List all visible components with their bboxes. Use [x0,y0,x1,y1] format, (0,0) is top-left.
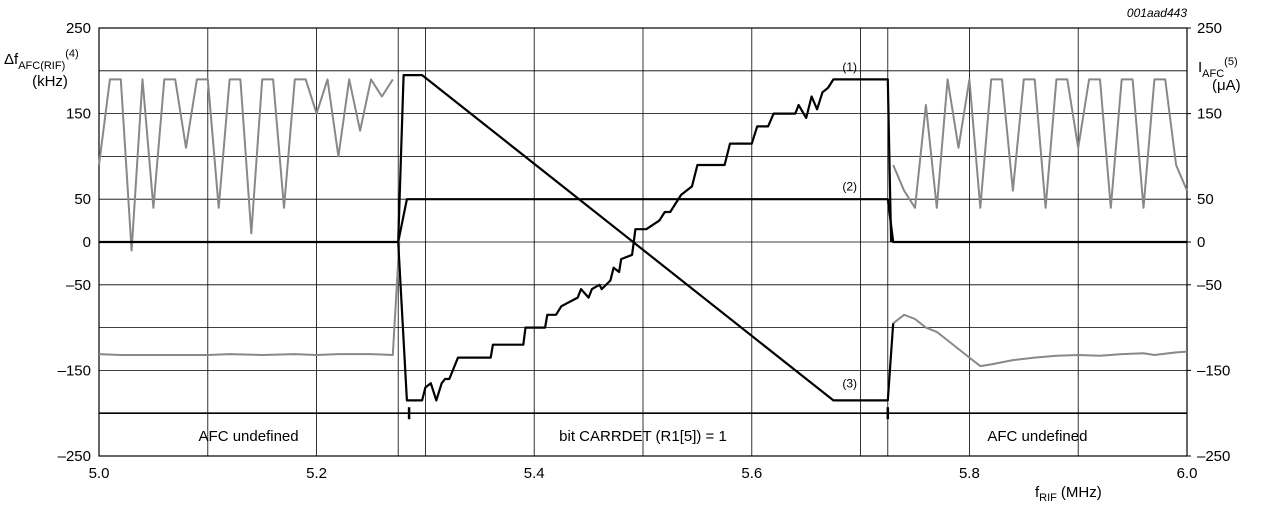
y2-tick-label: –250 [1197,448,1230,465]
region-label: bit CARRDET (R1[5]) = 1 [559,428,727,445]
y-tick-label: 250 [66,20,91,37]
series-line [892,78,1188,209]
y2-tick-label: 150 [1197,106,1222,123]
y-tick-label: –150 [58,362,91,379]
series-line [397,78,893,402]
x-tick-label: 5.8 [959,465,980,482]
y2-tick-label: 250 [1197,20,1222,37]
figure-id: 001aad443 [1127,6,1187,20]
y-label-sub: AFC(RIF) [18,60,65,72]
x-axis-label: fRIF (MHz) [1035,484,1102,504]
series-line [397,74,895,402]
y-label-main: Δf [4,51,19,68]
series-line [98,241,401,356]
y-label-sup: (4) [65,48,78,60]
y2-label-sup: (5) [1224,56,1237,68]
x-tick-label: 5.0 [89,465,110,482]
y-tick-label: –50 [66,277,91,294]
series-label: (1) [842,60,857,74]
series-line [99,198,1187,244]
y2-axis-unit: (μA) [1212,77,1241,94]
y-axis-label: ΔfAFC(RIF)(4) [4,48,79,72]
y-axis-unit: (kHz) [32,73,68,90]
y2-tick-label: 50 [1197,191,1214,208]
x-tick-label: 6.0 [1177,465,1198,482]
y2-tick-label: 0 [1197,234,1205,251]
region-label: AFC undefined [987,428,1087,445]
x-tick-label: 5.6 [741,465,762,482]
x-label-unit: (MHz) [1061,484,1102,501]
y-tick-label: –250 [58,448,91,465]
y2-axis-label: IAFC(5) [1198,56,1238,80]
x-tick-label: 5.2 [306,465,327,482]
series-line [98,78,394,252]
series-line [892,313,1188,368]
y2-tick-label: –150 [1197,362,1230,379]
region-label: AFC undefined [199,428,299,445]
x-label-sub: RIF [1039,492,1057,504]
series-label: (2) [842,180,857,194]
y-tick-label: 50 [74,191,91,208]
y2-label-main: I [1198,59,1202,76]
x-tick-label: 5.4 [524,465,545,482]
y2-label-sub: AFC [1202,68,1224,80]
y-tick-label: 0 [83,234,91,251]
y-tick-label: 150 [66,106,91,123]
x-label-main: f [1035,484,1040,501]
y2-tick-label: –50 [1197,277,1222,294]
series-label: (3) [842,377,857,391]
